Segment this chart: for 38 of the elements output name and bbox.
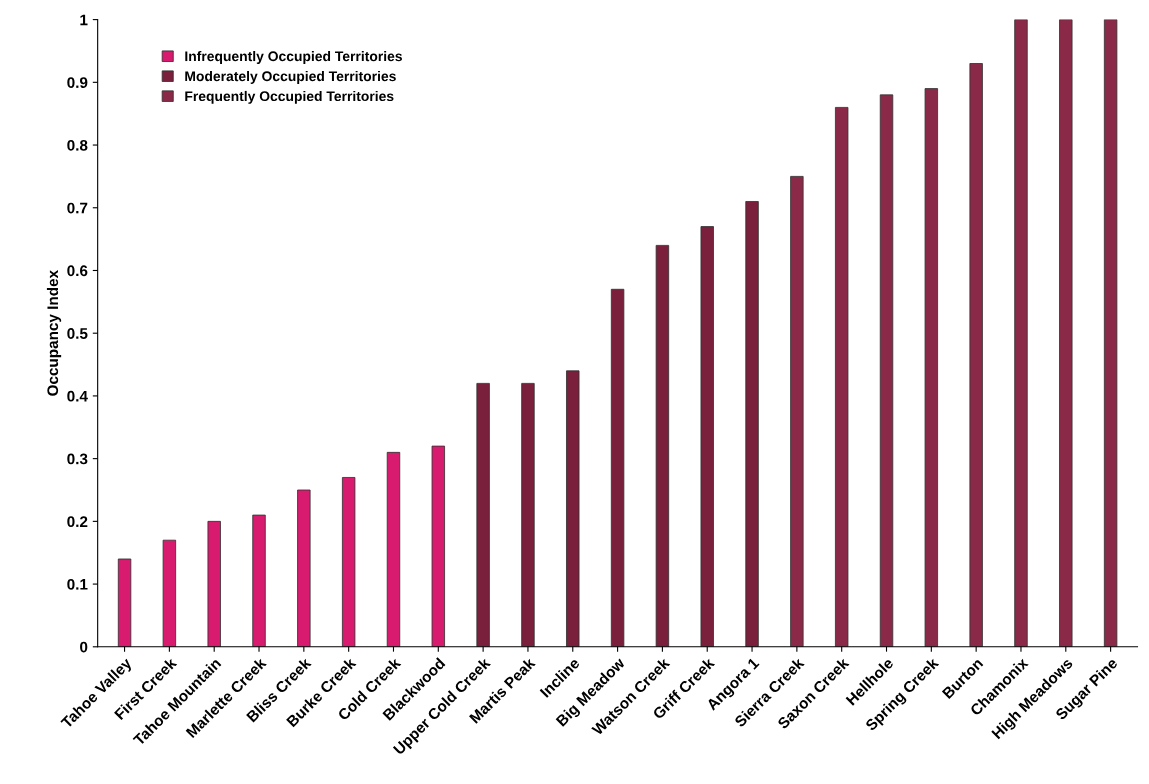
bar: [790, 175, 804, 647]
bar: [431, 445, 445, 647]
bar: [969, 63, 983, 647]
bar: [117, 558, 132, 647]
bar: [566, 370, 580, 647]
bar: [341, 477, 356, 647]
y-tick-label: 1: [80, 14, 88, 26]
legend-label: Moderately Occupied Territories: [185, 70, 396, 84]
y-tick-label: 0.9: [67, 77, 88, 89]
bar: [476, 382, 490, 647]
bar: [655, 244, 670, 647]
bar: [297, 489, 311, 647]
y-tick-label: 0.7: [67, 202, 88, 214]
y-tick-label: 0.1: [67, 578, 88, 590]
bar: [1014, 19, 1028, 647]
bar: [700, 226, 714, 647]
y-tick-label: 0.4: [67, 390, 88, 402]
y-tick-label: 0.3: [67, 453, 88, 465]
y-tick-label: 0.8: [67, 139, 88, 151]
bar: [207, 520, 221, 647]
bar: [835, 106, 849, 647]
bar: [745, 201, 759, 647]
y-axis-title: Occupancy Index: [46, 270, 62, 396]
bar: [924, 88, 939, 647]
y-tick-label: 0: [80, 641, 88, 653]
bar: [879, 94, 894, 647]
bar: [1103, 19, 1118, 647]
bar: [1059, 19, 1073, 647]
legend-label: Infrequently Occupied Territories: [185, 50, 402, 64]
bar: [162, 539, 177, 647]
y-tick-label: 0.6: [67, 265, 88, 277]
legend-label: Frequently Occupied Territories: [185, 90, 394, 104]
bar: [386, 451, 401, 647]
bar: [252, 514, 266, 647]
y-tick-label: 0.5: [67, 328, 88, 339]
bar: [610, 288, 625, 647]
bar: [521, 382, 535, 647]
y-tick-label: 0.2: [67, 516, 88, 528]
